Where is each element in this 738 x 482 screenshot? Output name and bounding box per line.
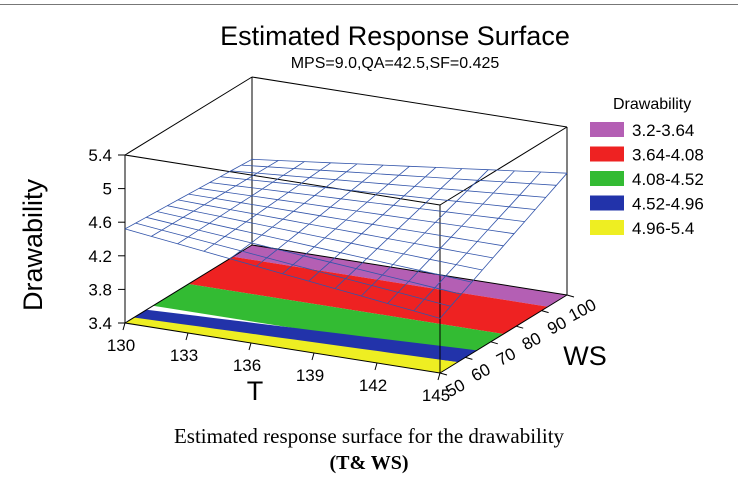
x-tick <box>122 322 126 331</box>
mesh-line <box>413 171 542 312</box>
legend-label: 4.08-4.52 <box>632 170 704 189</box>
y-tick-label: 100 <box>565 295 599 325</box>
y-axis-label: WS <box>563 341 607 371</box>
legend-swatch <box>590 171 624 186</box>
x-tick <box>185 332 189 341</box>
x-tick-label: 139 <box>296 366 324 385</box>
z-tick-label: 5.4 <box>88 146 112 165</box>
surface-mesh <box>124 158 568 319</box>
frame-edge <box>251 244 568 296</box>
y-tick <box>566 294 575 298</box>
mesh-line <box>220 176 536 210</box>
chart-subtitle: MPS=9.0,QA=42.5,SF=0.425 <box>291 55 500 72</box>
frame-edge <box>439 294 568 374</box>
legend-title: Drawability <box>613 96 691 113</box>
z-axis-label: Drawability <box>18 178 48 311</box>
frame-edge <box>124 322 441 374</box>
frame-edge <box>124 154 441 206</box>
contour-band <box>152 284 504 356</box>
legend-label: 3.64-4.08 <box>632 146 704 165</box>
legend-swatch <box>590 122 624 137</box>
legend-label: 4.52-4.96 <box>632 195 704 214</box>
legend-swatch <box>590 220 624 235</box>
x-tick <box>311 352 315 361</box>
mesh-line <box>241 164 557 186</box>
contour-band <box>188 256 548 334</box>
y-tick <box>541 310 549 314</box>
figure-caption-variables: (T& WS) <box>329 452 409 474</box>
y-tick-label: 90 <box>544 313 570 339</box>
top-rule <box>0 4 738 5</box>
mesh-line <box>199 187 515 235</box>
z-tick-label: 4.6 <box>88 213 112 232</box>
contour-bands <box>125 245 567 373</box>
y-tick <box>490 341 498 345</box>
x-tick-label: 142 <box>359 376 387 395</box>
y-tick <box>465 356 473 360</box>
response-surface-chart: Estimated Response Surface MPS=9.0,QA=42… <box>18 21 704 406</box>
legend-swatch <box>590 146 624 162</box>
y-tick-label: 70 <box>493 344 519 370</box>
figure-caption: Estimated response surface for the drawa… <box>173 424 565 448</box>
z-tick-label: 3.4 <box>88 314 112 333</box>
contour-band <box>125 317 458 373</box>
mesh-line <box>251 158 568 174</box>
z-tick-label: 4.2 <box>88 247 112 266</box>
frame-edge <box>251 76 568 128</box>
y-tick-label: 80 <box>519 329 545 355</box>
x-tick-label: 145 <box>422 386 450 405</box>
x-tick <box>248 342 252 351</box>
legend-label: 4.96-5.4 <box>632 219 694 238</box>
plot-box-frame <box>124 76 568 374</box>
x-tick-label: 130 <box>107 336 135 355</box>
y-tick <box>439 372 448 376</box>
x-tick-label: 133 <box>170 346 198 365</box>
contour-band <box>232 245 567 307</box>
x-axis-label: T <box>247 376 264 406</box>
y-tick-label: 60 <box>468 360 494 386</box>
x-tick <box>374 362 378 371</box>
mesh-line <box>439 172 568 319</box>
x-tick-label: 136 <box>233 356 261 375</box>
mesh-line <box>230 170 546 198</box>
x-tick <box>437 372 441 381</box>
frame-edge <box>124 76 253 156</box>
legend: 3.2-3.64 3.64-4.08 4.08-4.52 4.52-4.96 4.96-… <box>590 121 704 238</box>
legend-label: 3.2-3.64 <box>632 121 694 140</box>
mesh-line <box>209 182 525 222</box>
frame-edge <box>439 126 568 206</box>
chart-title: Estimated Response Surface <box>220 21 570 51</box>
z-tick-label: 5 <box>103 180 112 199</box>
contour-band <box>127 309 477 363</box>
legend-swatch <box>590 195 624 211</box>
z-tick-label: 3.8 <box>88 280 112 299</box>
y-tick <box>516 325 524 329</box>
